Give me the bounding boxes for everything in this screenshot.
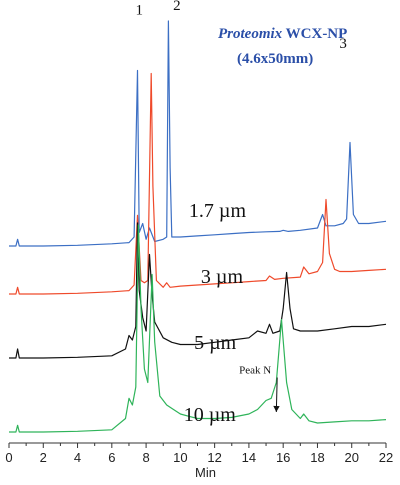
x-tick-label-8: 8 [142, 450, 149, 465]
trace-2 [9, 72, 387, 295]
chart-subtitle: (4.6x50mm) [237, 51, 313, 67]
annotation-text: Peak N [239, 365, 271, 377]
x-tick-label-14: 14 [242, 450, 256, 465]
x-tick-label-16: 16 [276, 450, 290, 465]
x-tick-label-18: 18 [310, 450, 324, 465]
title-product: WCX-NP [282, 26, 347, 42]
x-tick-label-0: 0 [5, 450, 12, 465]
trace-labels: 1.7 µm 3 µm 5 µm 10 µm [184, 200, 247, 426]
title-brand: Proteomix [218, 26, 283, 42]
x-tick-label-12: 12 [207, 450, 221, 465]
x-tick-label-6: 6 [108, 450, 115, 465]
x-axis-ticks: 0 2 4 6 8 10 12 14 16 18 20 22 [5, 443, 393, 465]
svg-text:Proteomix WCX-NP: Proteomix WCX-NP [218, 26, 347, 42]
trace-label-3: 5 µm [194, 332, 237, 354]
peak-labels: 1 2 3 [135, 0, 346, 52]
trace-label-4: 10 µm [184, 404, 237, 426]
trace-4 [9, 224, 387, 433]
x-tick-label-10: 10 [173, 450, 187, 465]
x-tick-label-2: 2 [40, 450, 47, 465]
peak-label-3: 3 [339, 36, 347, 52]
x-tick-label-4: 4 [74, 450, 81, 465]
x-axis-label: Min [195, 465, 216, 480]
chart-title: Proteomix WCX-NP (4.6x50mm) [218, 26, 347, 67]
peak-label-1: 1 [135, 2, 143, 18]
x-tick-label-22: 22 [379, 450, 393, 465]
trace-3 [9, 222, 387, 359]
x-tick-label-20: 20 [344, 450, 358, 465]
annotation-arrow-head [273, 405, 280, 412]
plot-area [9, 20, 387, 433]
peak-label-2: 2 [173, 0, 181, 14]
trace-1 [9, 20, 387, 247]
peak-n-annotation: Peak N [239, 365, 280, 413]
trace-label-2: 3 µm [201, 266, 244, 288]
trace-label-1: 1.7 µm [189, 200, 247, 222]
